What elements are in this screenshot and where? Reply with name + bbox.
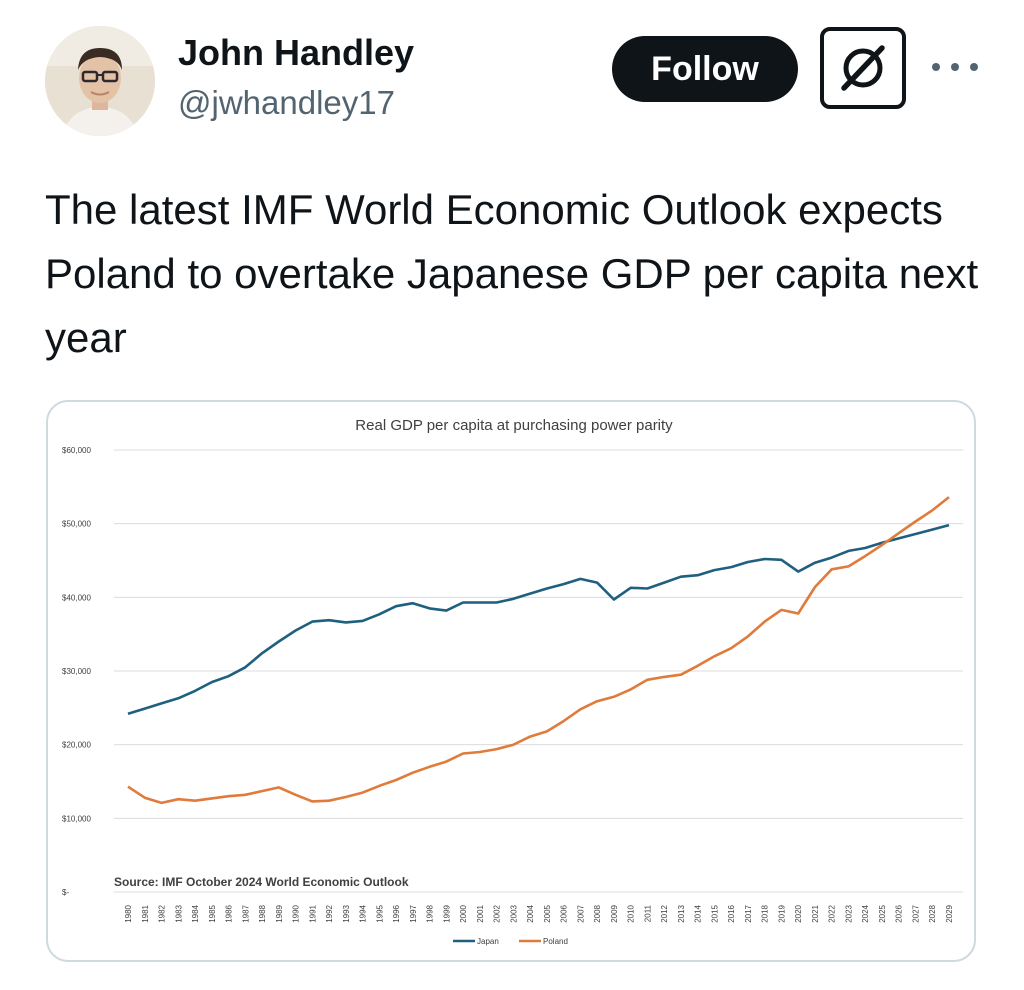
x-tick-label: 1999 (442, 904, 451, 922)
x-tick-label: 2023 (844, 904, 853, 922)
more-horizontal-icon (951, 63, 959, 71)
x-tick-label: 2007 (576, 904, 585, 922)
x-axis-tick-labels: 1980 1981 1982 1983 1984 1985 1986 1987 1988 1989… (124, 904, 954, 922)
x-tick-label: 1985 (208, 904, 217, 922)
chart-source-note: Source: IMF October 2024 World Economic … (114, 875, 409, 889)
x-tick-label: 2006 (560, 904, 569, 922)
x-tick-label: 2014 (694, 904, 703, 922)
avatar-portrait (45, 26, 155, 136)
x-tick-label: 2009 (610, 904, 619, 922)
chart-legend: Japan Poland (453, 937, 568, 946)
x-tick-label: 1988 (258, 904, 267, 922)
avatar[interactable] (45, 26, 155, 136)
grok-button[interactable] (820, 27, 906, 109)
chart-gridlines (114, 449, 963, 893)
x-tick-label: 1991 (308, 904, 317, 922)
x-tick-label: 2021 (811, 904, 820, 922)
x-tick-label: 2002 (493, 904, 502, 922)
y-axis-tick-labels: $- $10,000 $20,000 $30,000 $40,000 $50,000 $60… (62, 446, 91, 897)
x-tick-label: 2026 (895, 904, 904, 922)
author-display-name[interactable]: John Handley (178, 32, 415, 73)
x-tick-label: 2010 (627, 904, 636, 922)
x-tick-label: 1986 (225, 904, 234, 922)
x-tick-label: 1997 (409, 904, 418, 922)
y-tick-label: $10,000 (62, 814, 91, 823)
x-tick-label: 1981 (141, 904, 150, 922)
x-tick-label: 2015 (710, 904, 719, 922)
y-tick-label: $30,000 (62, 667, 91, 676)
x-tick-label: 2001 (476, 904, 485, 922)
x-tick-label: 1990 (292, 904, 301, 922)
more-horizontal-icon (932, 63, 940, 71)
x-tick-label: 2003 (509, 904, 518, 922)
x-tick-label: 2013 (677, 904, 686, 922)
x-tick-label: 2029 (945, 904, 954, 922)
x-tick-label: 2000 (459, 904, 468, 922)
x-tick-label: 2028 (928, 904, 937, 922)
x-tick-label: 2008 (593, 904, 602, 922)
tweet-text: The latest IMF World Economic Outlook ex… (45, 186, 979, 361)
x-tick-label: 2025 (878, 904, 887, 922)
more-options-button[interactable] (932, 54, 978, 80)
legend-label-poland: Poland (543, 937, 568, 946)
x-tick-label: 1987 (241, 904, 250, 922)
y-tick-label: $60,000 (62, 446, 91, 455)
x-tick-label: 1993 (342, 904, 351, 922)
x-tick-label: 2012 (660, 904, 669, 922)
x-tick-label: 1983 (174, 904, 183, 922)
tweet-media-image[interactable]: Real GDP per capita at purchasing power … (46, 400, 976, 962)
gdp-line-chart: Real GDP per capita at purchasing power … (62, 417, 963, 946)
x-tick-label: 2017 (744, 904, 753, 922)
x-tick-label: 2019 (777, 904, 786, 922)
x-tick-label: 2018 (761, 904, 770, 922)
x-tick-label: 2004 (526, 904, 535, 922)
y-tick-label: $40,000 (62, 593, 91, 602)
x-tick-label: 2027 (911, 904, 920, 922)
x-tick-label: 2016 (727, 904, 736, 922)
y-tick-label: $- (62, 888, 69, 897)
x-tick-label: 2024 (861, 904, 870, 922)
x-tick-label: 2020 (794, 904, 803, 922)
x-tick-label: 1994 (359, 904, 368, 922)
x-tick-label: 1982 (158, 904, 167, 922)
series-line-japan (127, 523, 950, 715)
x-tick-label: 1998 (426, 904, 435, 922)
more-horizontal-icon (970, 63, 978, 71)
series-line-poland (127, 496, 950, 805)
y-tick-label: $50,000 (62, 520, 91, 529)
author-handle[interactable]: @jwhandley17 (178, 84, 395, 121)
x-tick-label: 2005 (543, 904, 552, 922)
chart-series (127, 496, 950, 805)
legend-label-japan: Japan (477, 937, 499, 946)
x-tick-label: 2011 (643, 904, 652, 922)
chart-title: Real GDP per capita at purchasing power … (355, 417, 673, 434)
y-tick-label: $20,000 (62, 741, 91, 750)
follow-button[interactable]: Follow (612, 36, 798, 102)
grok-icon (841, 45, 885, 91)
x-tick-label: 2022 (828, 904, 837, 922)
x-tick-label: 1989 (275, 904, 284, 922)
x-tick-label: 1984 (191, 904, 200, 922)
x-tick-label: 1980 (124, 904, 133, 922)
x-tick-label: 1995 (375, 904, 384, 922)
x-tick-label: 1996 (392, 904, 401, 922)
x-tick-label: 1992 (325, 904, 334, 922)
